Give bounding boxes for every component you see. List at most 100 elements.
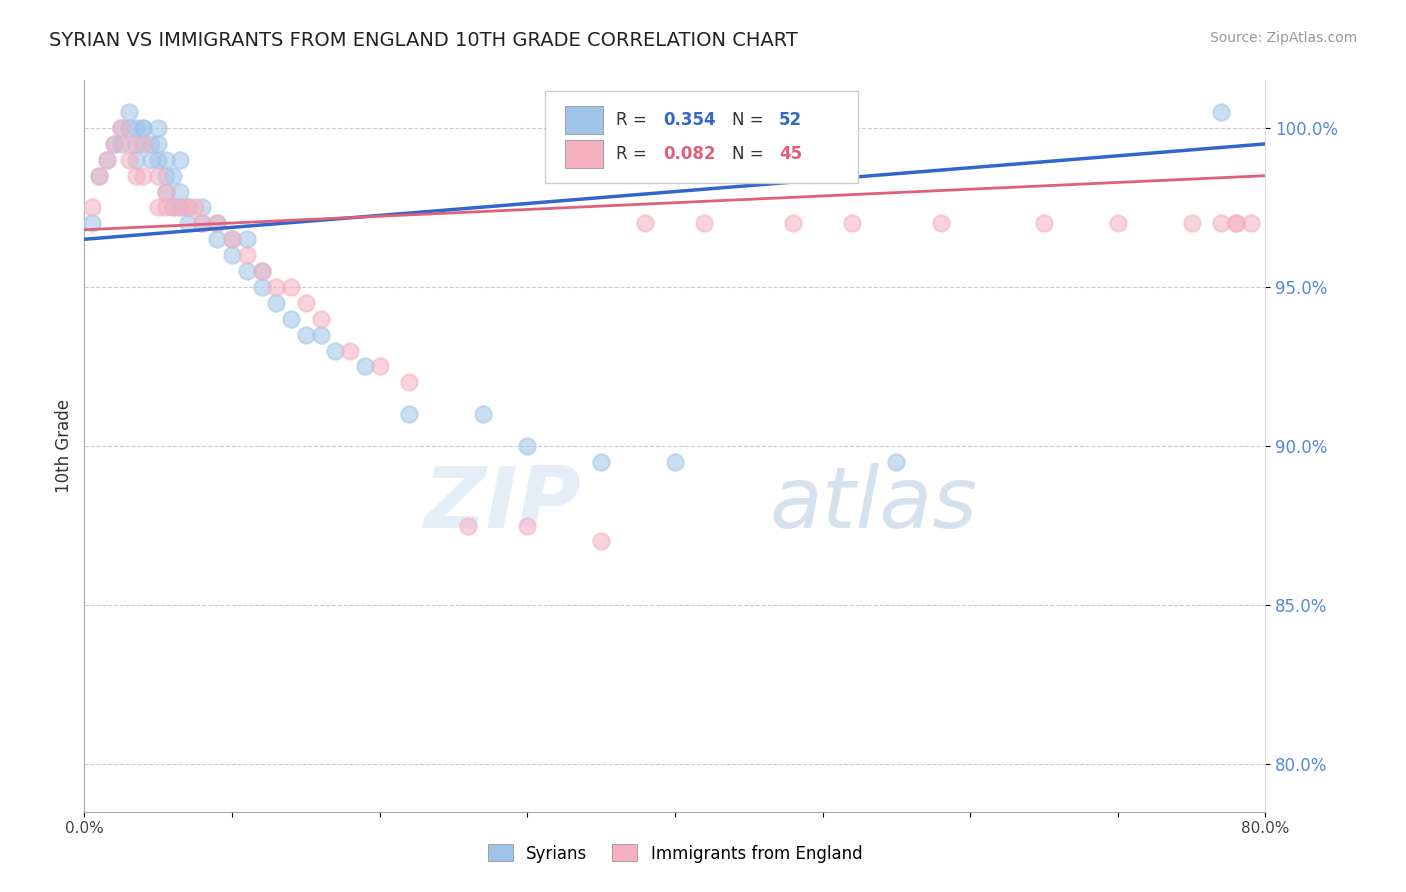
Point bbox=[368, 359, 391, 374]
Point bbox=[191, 216, 214, 230]
Point bbox=[125, 169, 148, 183]
Text: atlas: atlas bbox=[769, 463, 977, 546]
Point bbox=[118, 105, 141, 120]
Point bbox=[634, 216, 657, 230]
Point bbox=[162, 201, 184, 215]
Point bbox=[80, 201, 103, 215]
Point bbox=[236, 248, 259, 262]
Point bbox=[110, 120, 132, 135]
Point bbox=[110, 136, 132, 151]
Point bbox=[155, 153, 177, 167]
Legend: Syrians, Immigrants from England: Syrians, Immigrants from England bbox=[481, 838, 869, 869]
Point bbox=[177, 216, 200, 230]
Point bbox=[841, 216, 863, 230]
Text: 52: 52 bbox=[779, 111, 801, 128]
Point bbox=[207, 216, 229, 230]
Point bbox=[339, 343, 361, 358]
Point bbox=[184, 201, 207, 215]
Text: N =: N = bbox=[731, 145, 769, 163]
Point bbox=[96, 153, 118, 167]
Point bbox=[250, 280, 273, 294]
Point bbox=[139, 136, 162, 151]
Point bbox=[1225, 216, 1247, 230]
Bar bbox=[565, 106, 603, 134]
Point bbox=[221, 232, 243, 246]
Text: 45: 45 bbox=[779, 145, 801, 163]
Point bbox=[132, 120, 155, 135]
Point bbox=[103, 136, 125, 151]
Point bbox=[87, 169, 111, 183]
Text: 0.082: 0.082 bbox=[664, 145, 716, 163]
Point bbox=[162, 201, 184, 215]
Text: R =: R = bbox=[616, 145, 652, 163]
Point bbox=[1181, 216, 1204, 230]
Point bbox=[457, 518, 479, 533]
Point bbox=[295, 327, 318, 342]
Point bbox=[236, 232, 259, 246]
Point bbox=[1107, 216, 1129, 230]
Point bbox=[516, 439, 538, 453]
Point bbox=[191, 216, 214, 230]
Point bbox=[155, 185, 177, 199]
Point bbox=[103, 136, 125, 151]
Point bbox=[148, 120, 170, 135]
Point bbox=[162, 169, 184, 183]
Point bbox=[591, 534, 613, 549]
Point bbox=[207, 216, 229, 230]
Point bbox=[280, 280, 302, 294]
Point bbox=[295, 296, 318, 310]
Text: R =: R = bbox=[616, 111, 652, 128]
Point bbox=[221, 232, 243, 246]
Point bbox=[266, 296, 288, 310]
Point bbox=[87, 169, 111, 183]
Point bbox=[96, 153, 118, 167]
Point bbox=[155, 169, 177, 183]
Point bbox=[177, 201, 200, 215]
Point bbox=[929, 216, 952, 230]
Point bbox=[309, 311, 332, 326]
Point bbox=[177, 201, 200, 215]
Point bbox=[886, 455, 908, 469]
Point bbox=[125, 153, 148, 167]
Point bbox=[1211, 216, 1233, 230]
Text: SYRIAN VS IMMIGRANTS FROM ENGLAND 10TH GRADE CORRELATION CHART: SYRIAN VS IMMIGRANTS FROM ENGLAND 10TH G… bbox=[49, 31, 799, 50]
Point bbox=[169, 185, 191, 199]
Point bbox=[169, 201, 191, 215]
Point bbox=[325, 343, 347, 358]
Text: N =: N = bbox=[731, 111, 769, 128]
Point bbox=[250, 264, 273, 278]
Point bbox=[118, 136, 141, 151]
Point bbox=[472, 407, 495, 421]
Point bbox=[155, 185, 177, 199]
Y-axis label: 10th Grade: 10th Grade bbox=[55, 399, 73, 493]
Point bbox=[354, 359, 377, 374]
Point bbox=[309, 327, 332, 342]
FancyBboxPatch shape bbox=[546, 91, 858, 183]
Text: 0.354: 0.354 bbox=[664, 111, 716, 128]
Point bbox=[664, 455, 686, 469]
Point bbox=[125, 136, 148, 151]
Text: Source: ZipAtlas.com: Source: ZipAtlas.com bbox=[1209, 31, 1357, 45]
Point bbox=[250, 264, 273, 278]
Point bbox=[148, 169, 170, 183]
Point bbox=[398, 376, 420, 390]
Point bbox=[236, 264, 259, 278]
Point bbox=[148, 153, 170, 167]
Point bbox=[221, 248, 243, 262]
Point bbox=[80, 216, 103, 230]
Point bbox=[118, 120, 141, 135]
Text: ZIP: ZIP bbox=[423, 463, 581, 546]
Point bbox=[169, 153, 191, 167]
Bar bbox=[565, 140, 603, 168]
Point bbox=[169, 201, 191, 215]
Point bbox=[782, 216, 804, 230]
Point bbox=[280, 311, 302, 326]
Point bbox=[132, 136, 155, 151]
Point bbox=[139, 153, 162, 167]
Point bbox=[148, 136, 170, 151]
Point bbox=[148, 201, 170, 215]
Point bbox=[132, 136, 155, 151]
Point bbox=[118, 153, 141, 167]
Point bbox=[132, 169, 155, 183]
Point bbox=[1033, 216, 1056, 230]
